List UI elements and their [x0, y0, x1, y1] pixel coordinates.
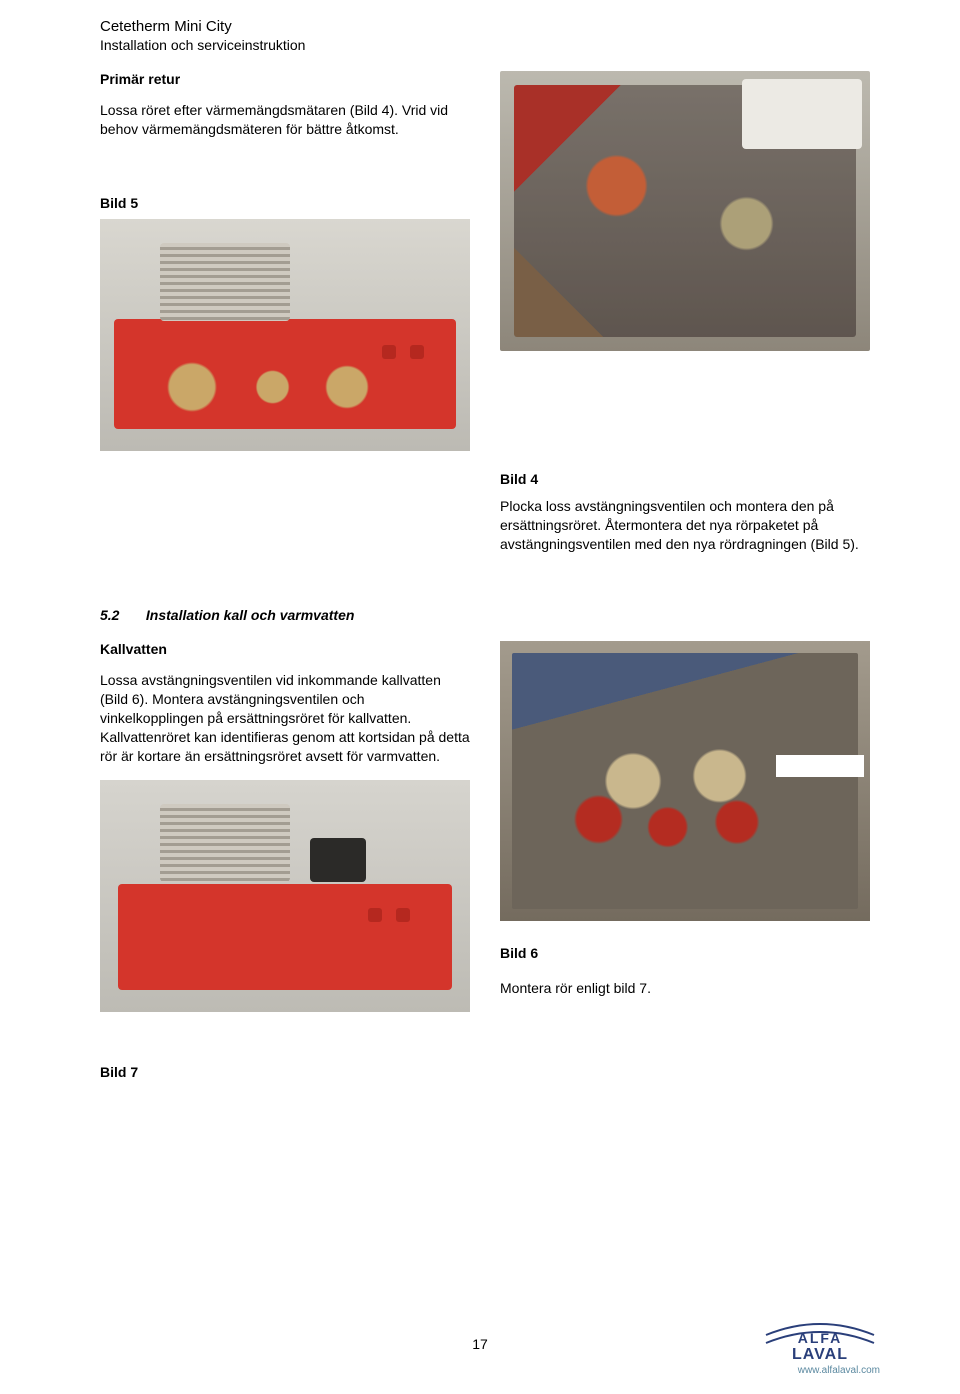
kallvatten-heading: Kallvatten	[100, 641, 470, 657]
caption-bild7: Bild 7	[100, 1064, 880, 1080]
col-left-bottom: Kallvatten Lossa avstängningsventilen vi…	[100, 641, 470, 1025]
svg-text:LAVAL: LAVAL	[792, 1346, 848, 1363]
row-bottom: Kallvatten Lossa avstängningsventilen vi…	[100, 641, 880, 1025]
page: Cetetherm Mini City Installation och ser…	[0, 0, 960, 1394]
caption-bild4: Bild 4	[500, 471, 870, 487]
section-5-2-heading: 5.2 Installation kall och varmvatten	[100, 607, 880, 623]
document-title: Cetetherm Mini City	[100, 18, 880, 35]
kallvatten-text: Lossa avstängningsventilen vid inkommand…	[100, 671, 470, 765]
document-subtitle: Installation och serviceinstruktion	[100, 37, 880, 53]
col-right-top	[500, 71, 870, 351]
photo-device-bild5	[100, 219, 470, 451]
footer-logo: LAVAL ALFA www.alfalaval.com	[760, 1319, 880, 1376]
section-5-2-num: 5.2	[100, 607, 142, 623]
photo-closeup-bild6	[500, 641, 870, 921]
montera-text: Montera rör enligt bild 7.	[500, 979, 870, 998]
photo-device-bild7	[100, 780, 470, 1012]
col-right-mid: Bild 4 Plocka loss avstängningsventilen …	[500, 471, 870, 568]
alfa-laval-logo-icon: LAVAL ALFA	[760, 1319, 880, 1363]
primar-retur-text: Lossa röret efter värmemängdsmätaren (Bi…	[100, 101, 470, 139]
col-left-top: Primär retur Lossa röret efter värmemäng…	[100, 71, 470, 465]
svg-text:ALFA: ALFA	[798, 1330, 843, 1346]
caption-bild6: Bild 6	[500, 945, 870, 961]
photo-closeup-bild4	[500, 71, 870, 351]
row-mid: Bild 4 Plocka loss avstängningsventilen …	[100, 471, 880, 568]
section-5-2-title: Installation kall och varmvatten	[146, 607, 355, 623]
footer-url: www.alfalaval.com	[760, 1365, 880, 1376]
row-top: Primär retur Lossa röret efter värmemäng…	[100, 71, 880, 465]
primar-retur-heading: Primär retur	[100, 71, 470, 87]
caption-bild5: Bild 5	[100, 195, 470, 211]
mid-text: Plocka loss avstängningsventilen och mon…	[500, 497, 870, 554]
col-right-bottom: Bild 6 Montera rör enligt bild 7.	[500, 641, 870, 1012]
